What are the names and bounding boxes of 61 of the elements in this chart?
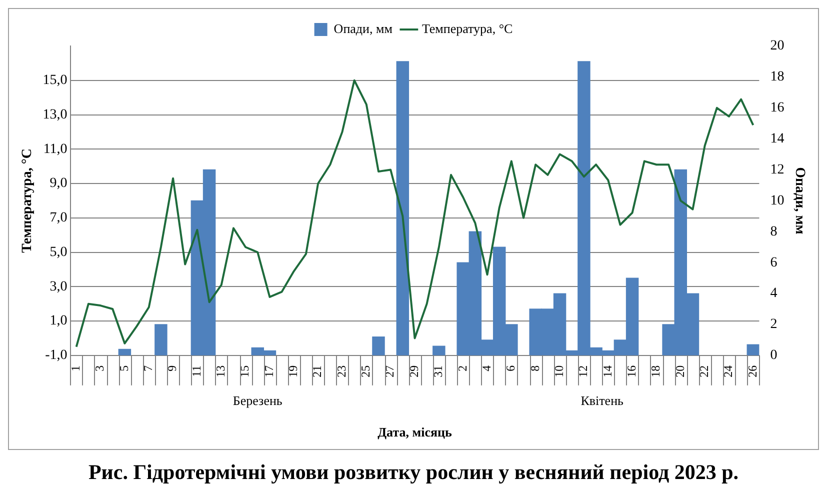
x-tick-label: 6 [504,365,518,372]
x-tick-label: 21 [310,365,324,378]
x-tick-label: 1 [68,365,82,372]
text: Березень [232,392,282,408]
y2-tick-label: 0 [770,348,778,364]
bar [372,336,385,356]
x-tick-label: 29 [406,365,421,378]
bar [154,324,168,356]
x-tick-label: 24 [721,365,736,378]
y-tick-label: 15,0 [42,73,68,88]
y2-tick-label: 14 [770,131,784,146]
x-tick-label: 13 [214,365,228,378]
y-axis-title: Температура, °С [20,148,36,253]
y2-tick-label: 6 [770,255,778,270]
x-tick-label: 23 [334,365,348,378]
legend-label: Опади, мм [334,20,392,36]
y2-tick-label: 18 [770,70,784,85]
x-tick-label: 9 [165,365,180,372]
x-tick-label: 12 [576,365,590,378]
y-tick-label: 13,0 [42,107,68,122]
y-tick-label: 3,0 [50,279,68,294]
text: Рис. Гідротермічні умови розвитку рослин у весняний період 2023 р. [87,460,740,485]
x-tick-label: 31 [431,365,446,378]
y2-tick-label: 4 [770,286,778,302]
x-tick-label: 10 [552,365,566,378]
y-tick-label: -1,0 [45,348,68,364]
x-tick-label: 17 [262,365,276,378]
x-tick-label: 3 [92,365,107,372]
y2-tick-label: 16 [770,100,784,116]
y2-axis-title: Опади, мм [792,167,807,235]
x-tick-label: 7 [141,365,156,372]
x-tick-label: 4 [479,365,494,372]
y2-tick-label: 20 [770,38,784,54]
y2-tick-label: 8 [770,224,778,240]
x-tick-label: 25 [358,365,373,378]
x-tick-label: 26 [745,365,760,378]
bar [432,346,446,356]
y-tick-label: 5,0 [50,244,68,260]
bar [118,348,132,356]
y2-tick-label: 10 [770,193,784,208]
x-tick-label: 19 [286,365,300,378]
bar [746,344,760,356]
x-tick-label: 14 [600,365,614,378]
bar [396,61,410,356]
y-tick-label: 1,0 [50,314,68,329]
x-tick-label: 5 [116,365,131,372]
x-tick-label: 22 [696,365,711,378]
x-tick-label: 2 [455,365,470,372]
x-tick-label: 11 [189,365,204,377]
x-axis-title: Дата, місяць [378,424,452,440]
text: Квітень [580,392,624,408]
y-tick-label: 11,0 [43,142,68,157]
y-tick-label: 9,0 [50,176,68,192]
legend-label: Температура, °С [422,20,513,36]
x-tick-label: 8 [528,365,542,372]
x-tick-label: 18 [648,365,663,378]
y2-tick-label: 2 [770,317,778,332]
x-tick-label: 16 [624,365,638,378]
y-tick-label: 7,0 [50,210,68,226]
x-tick-label: 20 [672,365,687,378]
y2-tick-label: 12 [770,162,784,178]
